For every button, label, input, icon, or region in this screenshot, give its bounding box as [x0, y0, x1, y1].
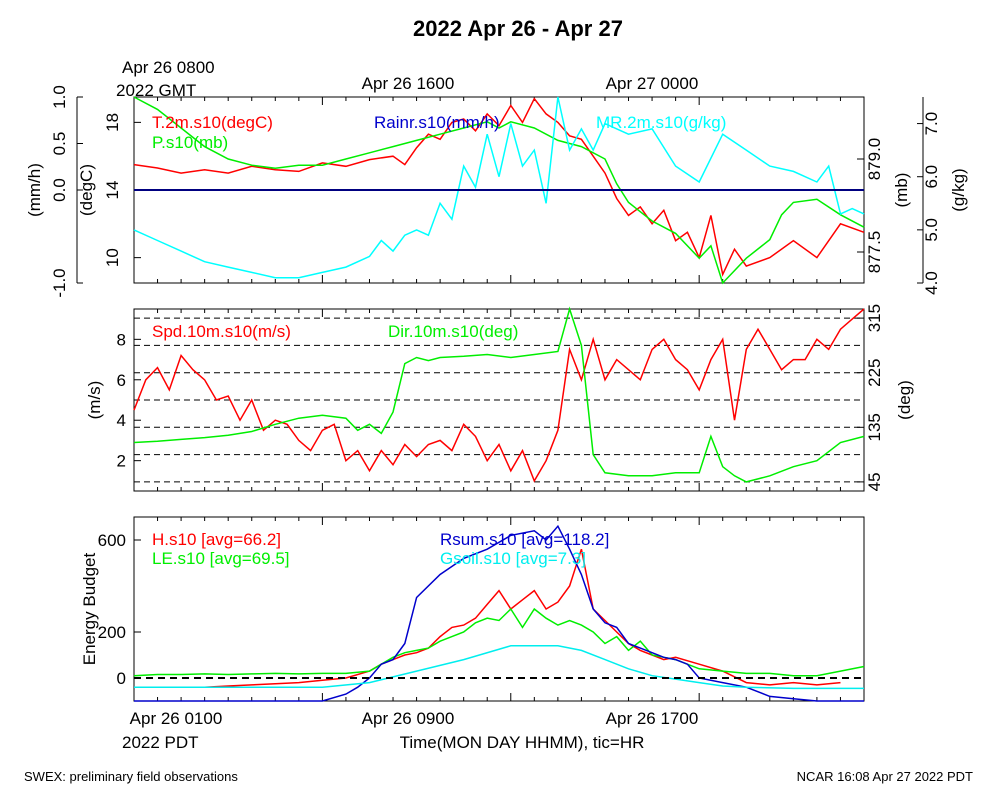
- gmt-time-label-0000: Apr 27 0000: [606, 74, 699, 93]
- mr-axis-title: (g/kg): [949, 168, 968, 211]
- mr-tick-label: 5.0: [922, 218, 941, 242]
- spd-tick-label: 4: [117, 411, 126, 430]
- footer-right: NCAR 16:08 Apr 27 2022 PDT: [797, 769, 973, 784]
- mr-tick-label: 7.0: [922, 112, 941, 136]
- temp-axis-title: (degC): [77, 164, 96, 216]
- panel-energy-budget: 0 200 600 Energy Budget H.s10 [avg=66.2]LE.s…: [80, 516, 865, 702]
- gmt-time-label-start: Apr 26 0800: [122, 58, 215, 77]
- dir-tick-label: 135: [865, 413, 884, 441]
- temp-tick-label: 14: [103, 181, 122, 200]
- legend-entry-4: Gsoil.s10 [avg=7.3]: [440, 549, 586, 568]
- pdt-year-label: 2022 PDT: [122, 733, 199, 752]
- series-line-2: [133, 306, 865, 483]
- dir-tick-label: 225: [865, 359, 884, 387]
- temp-tick-label: 10: [103, 248, 122, 267]
- spd-tick-label: 8: [117, 330, 126, 349]
- rain-tick-label: 0.0: [50, 178, 69, 202]
- energy-tick-label: 0: [117, 669, 126, 688]
- legend-entry-3: Rainr.s10(mm/h): [374, 113, 500, 132]
- pressure-tick-label: 877.5: [865, 231, 884, 274]
- legend-entry-2: P.s10(mb): [152, 133, 228, 152]
- series-line-4: [134, 645, 864, 690]
- legend-entry-2: Dir.10m.s10(deg): [388, 322, 518, 341]
- legend-entry-1: H.s10 [avg=66.2]: [152, 530, 281, 549]
- legend-entry-2: LE.s10 [avg=69.5]: [152, 549, 290, 568]
- legend-entry-1: Spd.10m.s10(m/s): [152, 322, 291, 341]
- pdt-time-label-0100: Apr 26 0100: [130, 709, 223, 728]
- x-axis-label: Time(MON DAY HHMM), tic=HR: [400, 733, 645, 752]
- pdt-time-label-1700: Apr 26 1700: [606, 709, 699, 728]
- energy-tick-label: 200: [98, 623, 126, 642]
- pdt-time-label-0900: Apr 26 0900: [362, 709, 455, 728]
- legend-entry-1: T.2m.s10(degC): [152, 113, 273, 132]
- spd-axis-title: (m/s): [85, 381, 104, 420]
- energy-axis-title: Energy Budget: [80, 552, 99, 665]
- series-line-3: [134, 524, 864, 702]
- rain-tick-label: -1.0: [50, 268, 69, 297]
- dir-tick-label: 45: [865, 472, 884, 491]
- footer-left: SWEX: preliminary field observations: [24, 769, 238, 784]
- chart-title: 2022 Apr 26 - Apr 27: [413, 16, 623, 41]
- panel-temperature: -1.0 0.0 0.5 1.0 (mm/h) 10 14 18 (degC) 877.5 879.…: [25, 85, 968, 297]
- series-line-4: [133, 96, 865, 279]
- series-line-2: [133, 96, 865, 285]
- gmt-time-label-1600: Apr 26 1600: [362, 74, 455, 93]
- plot-frame: [133, 516, 865, 702]
- legend-entry-4: MR.2m.s10(g/kg): [596, 113, 726, 132]
- gmt-year-label: 2022 GMT: [116, 81, 196, 100]
- dir-tick-label: 315: [865, 304, 884, 332]
- energy-tick-label: 600: [98, 531, 126, 550]
- pressure-axis-title: (mb): [892, 173, 911, 208]
- rain-axis-title: (mm/h): [25, 163, 44, 217]
- spd-tick-label: 2: [117, 452, 126, 471]
- series-line-1: [133, 308, 865, 483]
- spd-tick-label: 6: [117, 371, 126, 390]
- mr-tick-label: 6.0: [922, 165, 941, 189]
- series-line-1: [204, 548, 841, 688]
- mr-tick-label: 4.0: [922, 271, 941, 295]
- rain-tick-label: 1.0: [50, 85, 69, 109]
- pressure-tick-label: 879.0: [865, 138, 884, 181]
- panel-wind: 2 4 6 8 (m/s) 45 135 225 315 (deg) Spd.10m.s10(m/s…: [85, 304, 914, 492]
- rain-tick-label: 0.5: [50, 132, 69, 156]
- dir-axis-title: (deg): [895, 380, 914, 420]
- legend-entry-3: Rsum.s10 [avg=118.2]: [440, 530, 609, 549]
- series-line-2: [133, 607, 865, 677]
- temp-tick-label: 18: [103, 113, 122, 132]
